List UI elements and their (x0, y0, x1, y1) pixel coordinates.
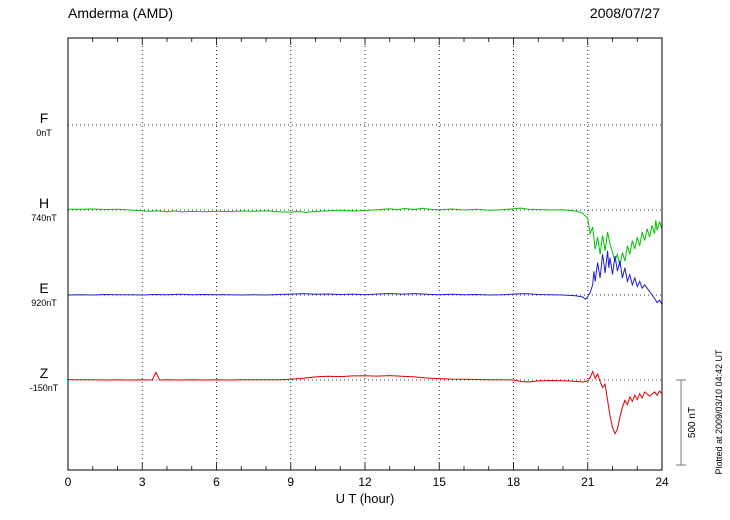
x-tick-label: 24 (655, 475, 669, 489)
series-label-Z: Z (40, 365, 49, 381)
x-tick-label: 12 (358, 475, 372, 489)
series-baseline-label-E: 920nT (31, 298, 57, 308)
series-line-E (67, 250, 663, 305)
x-tick-label: 6 (213, 475, 220, 489)
series-line-Z (67, 370, 663, 435)
series-baseline-label-H: 740nT (31, 213, 57, 223)
scale-bar-label: 500 nT (687, 407, 698, 438)
date-label: 2008/07/27 (589, 5, 660, 21)
series-line-H (67, 207, 663, 267)
x-tick-label: 15 (433, 475, 447, 489)
x-tick-label: 0 (65, 475, 72, 489)
series-baseline-label-F: 0nT (36, 128, 52, 138)
series-baseline-label-Z: -150nT (30, 383, 59, 393)
plot-frame (67, 37, 663, 471)
series-label-F: F (40, 110, 49, 126)
plotted-at-note: Plotted at 2009/03/10 04:42 UT (714, 349, 724, 475)
x-tick-label: 3 (139, 475, 146, 489)
x-axis-label: U T (hour) (336, 491, 395, 506)
series-label-E: E (39, 280, 48, 296)
x-tick-label: 18 (507, 475, 521, 489)
x-tick-label: 21 (581, 475, 595, 489)
station-title: Amderma (AMD) (68, 5, 174, 21)
x-tick-label: 9 (287, 475, 294, 489)
series-label-H: H (39, 195, 49, 211)
